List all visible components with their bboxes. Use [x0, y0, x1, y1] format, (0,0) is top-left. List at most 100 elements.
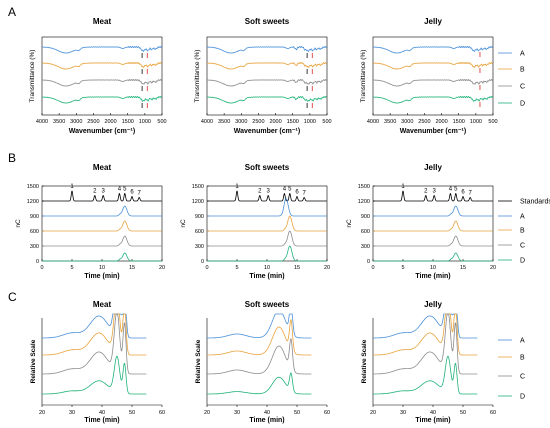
x-tick-label: 30	[400, 410, 406, 416]
x-tick-label: 500	[488, 119, 497, 125]
legend-label-b-a: A	[520, 214, 525, 221]
x-tick-label: 3000	[401, 119, 413, 125]
y-axis-label: Transmittance (%)	[360, 50, 367, 103]
chart-title: Meat	[93, 17, 112, 26]
gpc-series-B	[42, 313, 147, 356]
peak-label-2: 2	[93, 189, 97, 195]
hpaec-series-A	[372, 205, 493, 217]
legend-label-a-a: A	[520, 51, 525, 58]
hpaec-series-B	[206, 215, 327, 232]
hpaec-series-B	[372, 220, 493, 232]
y-tick-label: 1500	[358, 184, 370, 190]
y-axis-label: Relative Scale	[30, 339, 37, 383]
chart-title: Soft sweets	[245, 300, 290, 309]
peak-label-6: 6	[295, 190, 299, 196]
x-tick-label: 50	[294, 410, 300, 416]
x-axis-label: Time (min)	[415, 273, 450, 280]
ftir-series-B	[41, 62, 162, 70]
x-tick-label: 2000	[269, 119, 281, 125]
gpc-chart-1: Soft sweets Relative Scale Time (min) 20 30 4…	[195, 300, 330, 424]
y-axis-label: Transmittance (%)	[194, 50, 201, 103]
ftir-series-C	[372, 79, 493, 87]
legend-label-a-b: B	[520, 67, 525, 74]
hpaec-series-Standards	[41, 190, 162, 202]
x-tick-label: 3000	[70, 119, 82, 125]
peak-label-4: 4	[449, 187, 453, 193]
peak-label-4: 4	[283, 187, 287, 193]
y-tick-label: 600	[195, 229, 204, 235]
panel-letter-a: A	[8, 5, 16, 19]
peak-label-7: 7	[469, 191, 473, 197]
peak-label-1: 1	[401, 184, 405, 190]
chart-title: Jelly	[424, 17, 442, 26]
y-axis-label: Transmittance (%)	[29, 50, 36, 103]
x-tick-label: 10	[99, 265, 105, 271]
ftir-series-D	[206, 96, 328, 104]
ftir-series-B	[206, 62, 327, 70]
x-tick-label: 20	[39, 410, 45, 416]
x-axis-label: Wavenumber (cm⁻¹)	[234, 128, 300, 135]
x-tick-label: 0	[371, 265, 374, 271]
hpaec-series-B	[41, 220, 162, 232]
ftir-series-A	[41, 46, 163, 54]
x-axis-label: Wavenumber (cm⁻¹)	[69, 128, 135, 135]
y-axis-label: nC	[180, 219, 187, 228]
plot-frame	[372, 36, 494, 116]
x-tick-label: 60	[324, 410, 330, 416]
x-tick-label: 50	[129, 410, 135, 416]
x-tick-label: 60	[490, 410, 496, 416]
y-tick-label: 300	[30, 244, 39, 250]
ftir-series-A	[206, 46, 328, 54]
peak-label-3: 3	[433, 189, 437, 195]
x-tick-label: 0	[205, 265, 208, 271]
gpc-series-A	[373, 313, 478, 339]
x-tick-label: 20	[324, 265, 330, 271]
ftir-chart-2: Jelly Transmittance (%) Wavenumber (cm⁻¹) 4…	[360, 17, 498, 135]
x-tick-label: 50	[460, 410, 466, 416]
peak-label-2: 2	[258, 189, 262, 195]
legend-label-c-b: B	[520, 355, 525, 362]
y-tick-label: 600	[30, 229, 39, 235]
legend-label-b-d: D	[520, 258, 525, 265]
legend-label-c-a: A	[520, 338, 525, 345]
x-tick-label: 5	[70, 265, 73, 271]
x-tick-label: 3500	[384, 119, 396, 125]
chart-title: Meat	[93, 300, 112, 309]
y-tick-label: 300	[361, 244, 370, 250]
ftir-series-D	[41, 96, 163, 104]
x-tick-label: 500	[157, 119, 166, 125]
x-axis-label: Time (min)	[415, 417, 450, 424]
y-tick-label: 900	[195, 214, 204, 220]
panel-letter-b: B	[8, 151, 16, 165]
x-axis-label: Wavenumber (cm⁻¹)	[400, 128, 466, 135]
x-tick-label: 2500	[418, 119, 430, 125]
chart-title: Soft sweets	[245, 163, 290, 172]
peak-label-5: 5	[288, 187, 292, 193]
x-tick-label: 1000	[139, 119, 151, 125]
peak-label-7: 7	[138, 191, 142, 197]
y-tick-label: 1200	[358, 199, 370, 205]
gpc-series-C	[207, 338, 312, 375]
x-tick-label: 1500	[453, 119, 465, 125]
peak-label-1: 1	[235, 184, 239, 190]
y-tick-label: 600	[361, 229, 370, 235]
ftir-series-A	[372, 46, 494, 54]
peak-label-7: 7	[303, 191, 307, 197]
y-tick-label: 300	[195, 244, 204, 250]
y-axis-label: Relative Scale	[361, 339, 368, 383]
gpc-chart-2: Jelly Relative Scale Time (min) 20 30 40 50 60	[361, 300, 496, 424]
chart-title: Jelly	[424, 300, 442, 309]
legend-label-b-standards: Standards	[520, 199, 550, 206]
gpc-series-C	[373, 313, 478, 375]
legend-label-c-d: D	[520, 394, 525, 401]
x-tick-label: 0	[40, 265, 43, 271]
hpaec-series-D	[206, 245, 327, 262]
gpc-series-A	[42, 313, 147, 339]
x-tick-label: 40	[430, 410, 436, 416]
x-tick-label: 1000	[470, 119, 482, 125]
x-tick-label: 15	[294, 265, 300, 271]
peak-label-6: 6	[130, 190, 134, 196]
y-axis-label: Relative Scale	[195, 339, 202, 383]
ftir-series-C	[42, 79, 162, 87]
